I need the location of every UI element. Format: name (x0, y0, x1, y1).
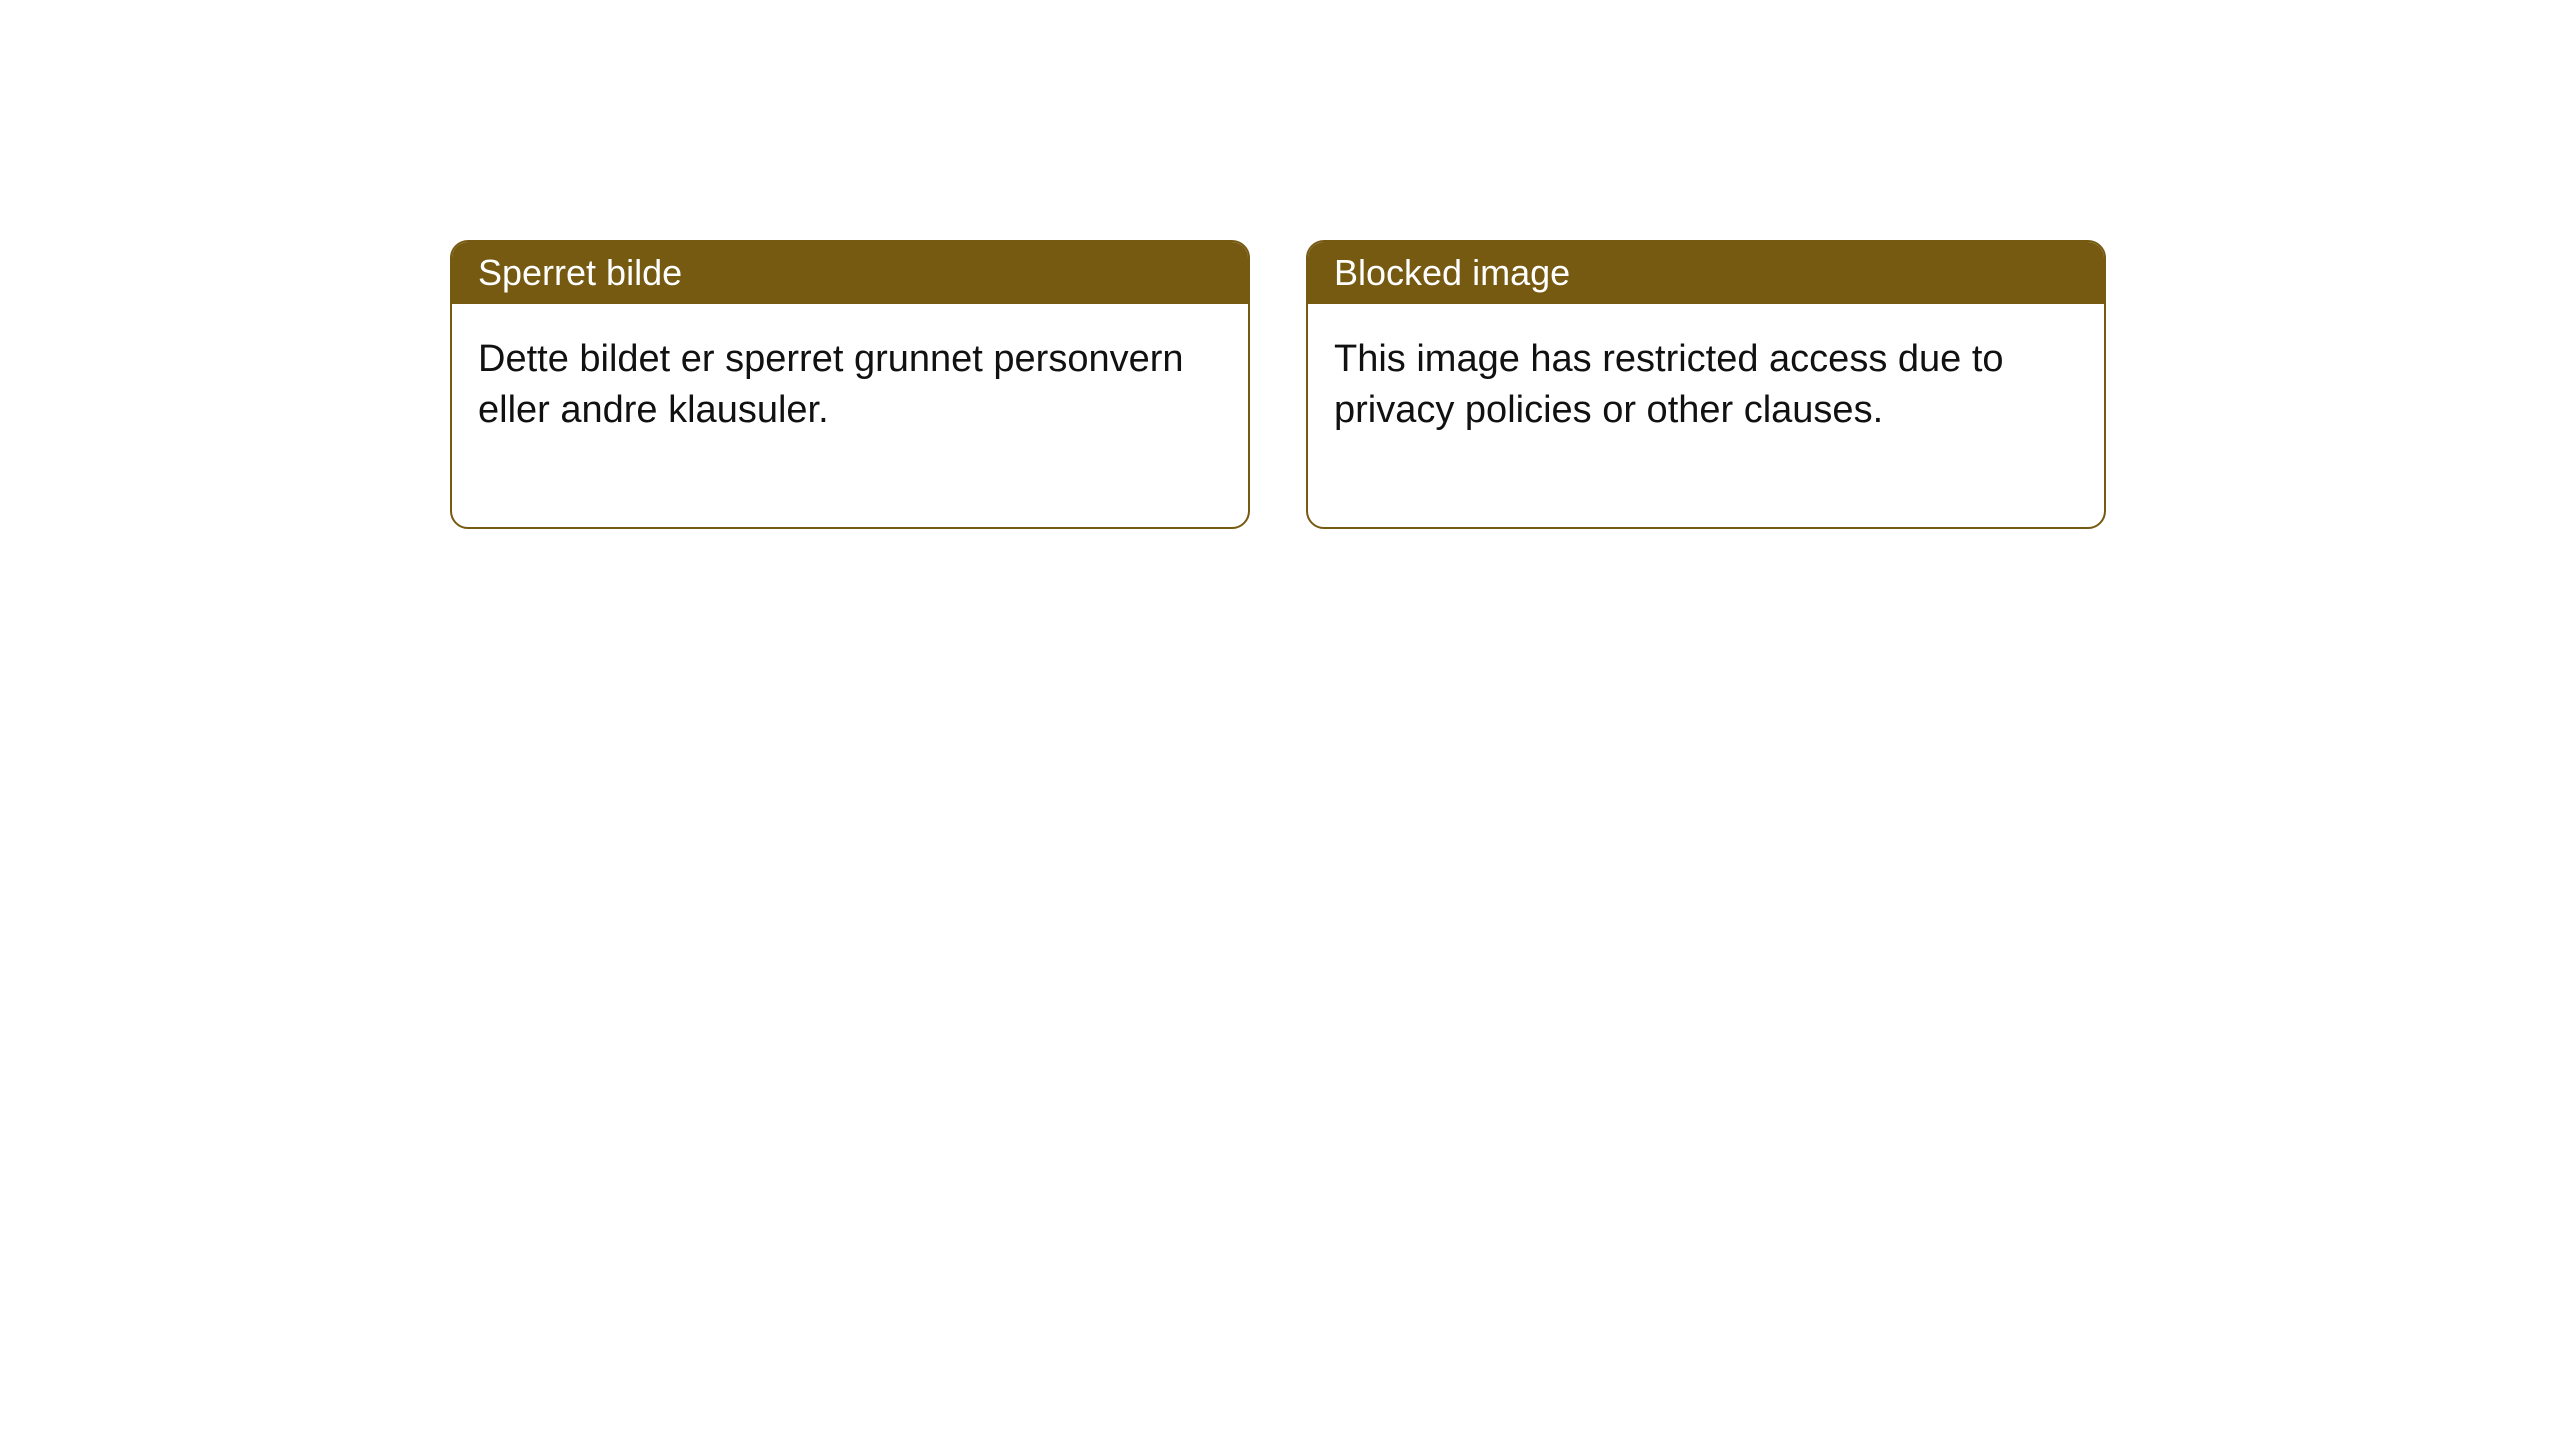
notice-header-en: Blocked image (1308, 242, 2104, 304)
notice-card-en: Blocked image This image has restricted … (1306, 240, 2106, 529)
notice-body-no: Dette bildet er sperret grunnet personve… (452, 304, 1248, 527)
notice-card-no: Sperret bilde Dette bildet er sperret gr… (450, 240, 1250, 529)
notice-header-no: Sperret bilde (452, 242, 1248, 304)
notice-container: Sperret bilde Dette bildet er sperret gr… (450, 240, 2106, 529)
notice-body-en: This image has restricted access due to … (1308, 304, 2104, 527)
